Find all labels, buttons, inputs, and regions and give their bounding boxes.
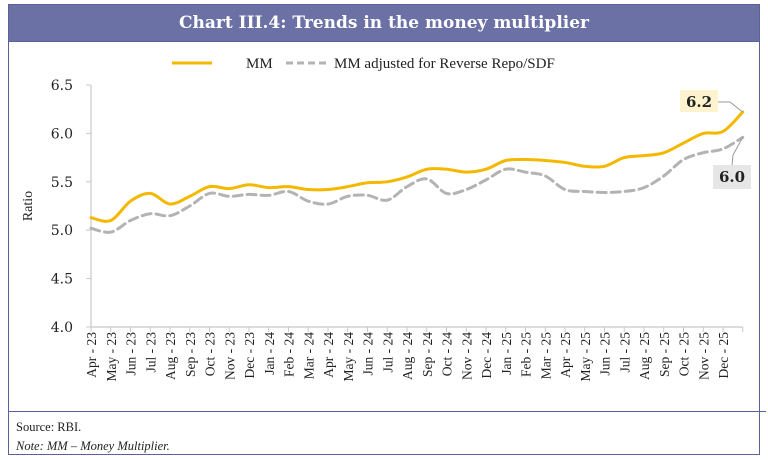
x-tick-label: Dec - 23 — [242, 332, 257, 379]
annotation-adjusted-box — [713, 165, 751, 189]
source-text: Source: RBI. — [16, 420, 82, 434]
x-tick-label: Sep - 25 — [657, 332, 672, 377]
series-line-mm — [89, 110, 745, 223]
y-tick-label: 5.5 — [51, 175, 73, 191]
x-tick-label: Jan - 24 — [262, 332, 277, 375]
x-tick-label: Jul - 23 — [143, 332, 158, 373]
x-tick-label: May - 24 — [341, 332, 356, 382]
chart-title: Chart III.4: Trends in the money multipl… — [9, 5, 759, 42]
x-tick-label: Jun - 23 — [124, 332, 139, 376]
y-tick-label: 6.5 — [51, 78, 73, 94]
x-tick-label: Mar - 24 — [301, 332, 316, 379]
legend-mm-label: MM — [246, 56, 273, 72]
x-tick-label: Sep - 24 — [420, 332, 435, 377]
y-tick-label: 4.0 — [51, 320, 73, 336]
x-tick-label: Aug - 24 — [400, 332, 415, 380]
x-tick-label: Jul - 25 — [617, 332, 632, 373]
x-tick-label: Jun - 25 — [598, 332, 613, 376]
x-tick-label: Oct - 23 — [203, 332, 218, 376]
x-tick-label: Sep - 23 — [183, 332, 198, 377]
x-tick-label: Nov - 25 — [696, 332, 711, 380]
annotation-mm-leader — [718, 101, 744, 113]
annotation-mm-label: 6.2 — [686, 93, 712, 111]
x-tick-label: Apr - 25 — [558, 332, 573, 378]
x-tick-label: Oct - 24 — [440, 332, 455, 376]
x-tick-label: May - 23 — [104, 332, 119, 382]
annotation-adjusted-label: 6.0 — [719, 168, 745, 186]
x-tick-label: Feb - 24 — [282, 332, 297, 377]
x-tick-label: Apr - 23 — [84, 332, 99, 378]
y-tick-label: 5.0 — [51, 223, 73, 239]
x-tick-label: Aug - 23 — [163, 332, 178, 380]
x-tick-label: Apr - 24 — [321, 332, 336, 378]
x-tick-label: Dec - 24 — [479, 332, 494, 379]
x-tick-label: Jan - 25 — [499, 332, 514, 375]
y-tick-label: 4.5 — [51, 272, 73, 288]
x-tick-label: Feb - 25 — [519, 332, 534, 377]
x-tick-label: May - 25 — [578, 332, 593, 382]
annotation-mm-box — [680, 90, 718, 112]
y-axis-label: Ratio — [21, 191, 36, 221]
x-tick-label: Aug - 25 — [637, 332, 652, 380]
x-tick-label: Oct - 25 — [677, 332, 692, 376]
x-tick-label: Nov - 23 — [222, 332, 237, 380]
x-tick-label: Dec - 25 — [716, 332, 731, 379]
x-tick-label: Nov - 24 — [459, 332, 474, 380]
note-text: Note: MM – Money Multiplier. — [16, 439, 170, 453]
chart-frame: Chart III.4: Trends in the money multipl… — [8, 4, 766, 455]
legend-mm-adjusted-label: MM adjusted for Reverse Repo/SDF — [334, 56, 555, 72]
x-tick-label: Jun - 24 — [361, 332, 376, 376]
x-tick-label: Mar - 25 — [538, 332, 553, 379]
series-line-mm-adjusted — [89, 135, 745, 234]
x-tick-label: Jul - 24 — [380, 332, 395, 373]
chart-footer: Source: RBI. Note: MM – Money Multiplier… — [9, 411, 766, 456]
annotation-adjusted-leader — [731, 137, 744, 166]
y-tick-label: 6.0 — [51, 126, 73, 142]
